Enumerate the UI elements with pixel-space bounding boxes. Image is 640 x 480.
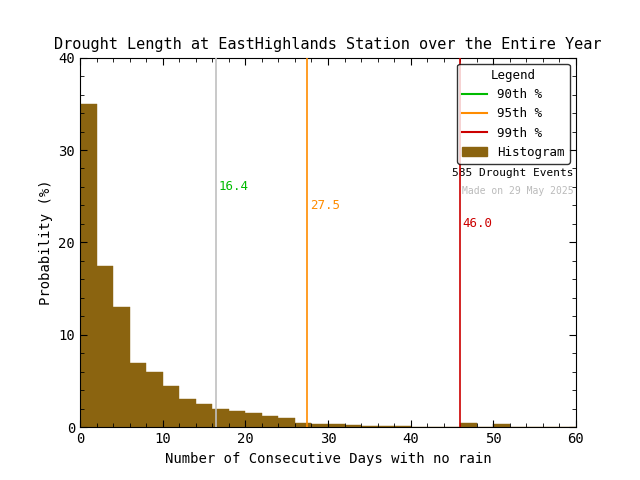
Bar <box>196 404 212 427</box>
Text: 16.4: 16.4 <box>218 180 248 193</box>
Bar <box>113 307 129 427</box>
Bar <box>80 104 97 427</box>
Bar <box>278 418 295 427</box>
Bar <box>493 423 510 427</box>
Bar <box>312 424 328 427</box>
Bar <box>163 385 179 427</box>
Bar <box>295 422 312 427</box>
Legend: 90th %, 95th %, 99th %, Histogram: 90th %, 95th %, 99th %, Histogram <box>457 64 570 164</box>
Y-axis label: Probability (%): Probability (%) <box>39 180 53 305</box>
Bar <box>129 362 146 427</box>
X-axis label: Number of Consecutive Days with no rain: Number of Consecutive Days with no rain <box>164 452 492 466</box>
Text: 27.5: 27.5 <box>310 199 340 212</box>
Bar <box>328 424 344 427</box>
Bar <box>212 409 229 427</box>
Bar <box>378 426 394 427</box>
Bar <box>179 399 196 427</box>
Text: 46.0: 46.0 <box>463 217 493 230</box>
Text: 585 Drought Events: 585 Drought Events <box>452 168 573 178</box>
Bar <box>245 413 262 427</box>
Bar <box>460 422 477 427</box>
Bar <box>146 372 163 427</box>
Bar <box>97 265 113 427</box>
Bar <box>394 426 411 427</box>
Bar <box>344 425 361 427</box>
Bar <box>229 410 245 427</box>
Text: Made on 29 May 2025: Made on 29 May 2025 <box>462 186 573 196</box>
Bar <box>361 426 378 427</box>
Title: Drought Length at EastHighlands Station over the Entire Year: Drought Length at EastHighlands Station … <box>54 37 602 52</box>
Bar <box>262 416 278 427</box>
